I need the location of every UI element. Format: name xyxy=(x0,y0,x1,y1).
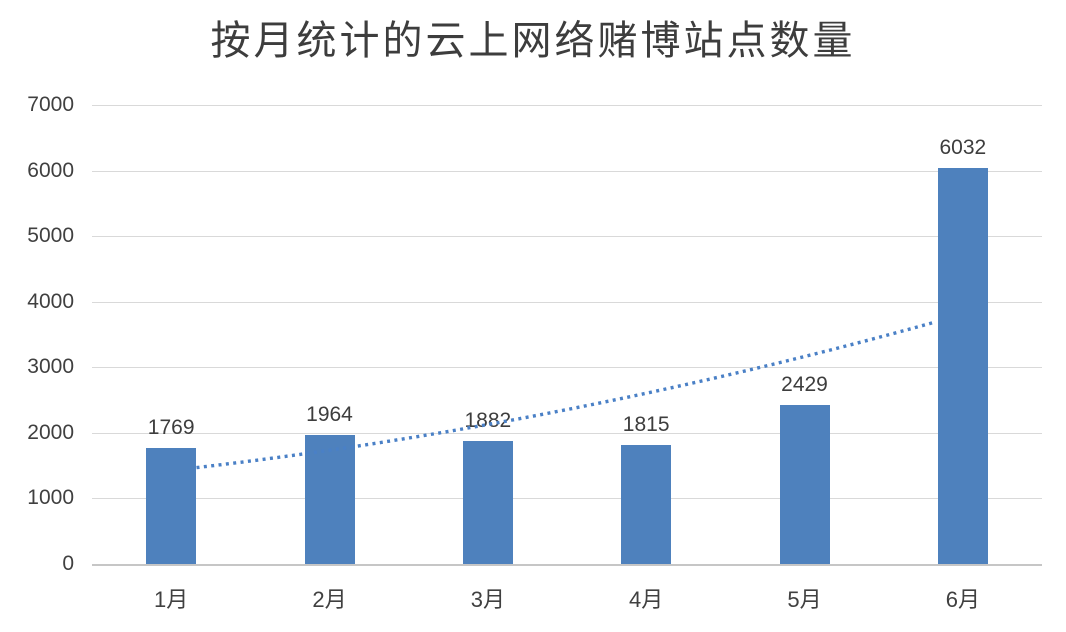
y-axis-label: 1000 xyxy=(27,486,74,510)
chart-title: 按月统计的云上网络赌博站点数量 xyxy=(210,18,856,64)
bar xyxy=(462,440,513,564)
gridline xyxy=(92,236,1042,238)
x-axis-label: 6月 xyxy=(945,587,980,612)
y-axis-label: 6000 xyxy=(27,158,74,182)
x-axis-label: 1月 xyxy=(154,587,189,612)
bar-value-label: 1815 xyxy=(622,413,670,436)
trendline xyxy=(196,321,934,470)
bar-value-label: 1769 xyxy=(147,416,195,440)
x-axis-label: 2月 xyxy=(312,587,347,612)
bar xyxy=(304,435,355,564)
y-axis-label: 7000 xyxy=(27,93,74,116)
bar xyxy=(779,404,830,564)
gridline xyxy=(92,105,1042,106)
x-axis-label: 4月 xyxy=(629,587,664,612)
y-axis-label: 0 xyxy=(62,552,74,575)
x-axis-label: 3月 xyxy=(470,587,505,612)
bar-value-label: 6032 xyxy=(939,136,987,160)
bar xyxy=(937,168,988,564)
bar xyxy=(146,448,197,564)
y-axis-label: 2000 xyxy=(27,420,74,444)
y-axis-label: 4000 xyxy=(27,289,74,313)
gridline xyxy=(92,564,1042,566)
y-axis-label: 3000 xyxy=(27,355,74,379)
gridline xyxy=(92,301,1042,303)
bar xyxy=(621,445,672,564)
y-axis-label: 5000 xyxy=(27,224,74,248)
bar-value-label: 2429 xyxy=(781,372,828,396)
gridline xyxy=(92,170,1042,172)
plot-area: 1769 1964 1882 1815 2429 6032 xyxy=(92,105,1042,566)
gridline xyxy=(92,498,1042,500)
gridline xyxy=(92,367,1042,369)
bar-value-label: 1964 xyxy=(306,403,353,427)
x-axis-label: 5月 xyxy=(787,587,822,612)
bar-value-label: 1882 xyxy=(464,408,512,432)
